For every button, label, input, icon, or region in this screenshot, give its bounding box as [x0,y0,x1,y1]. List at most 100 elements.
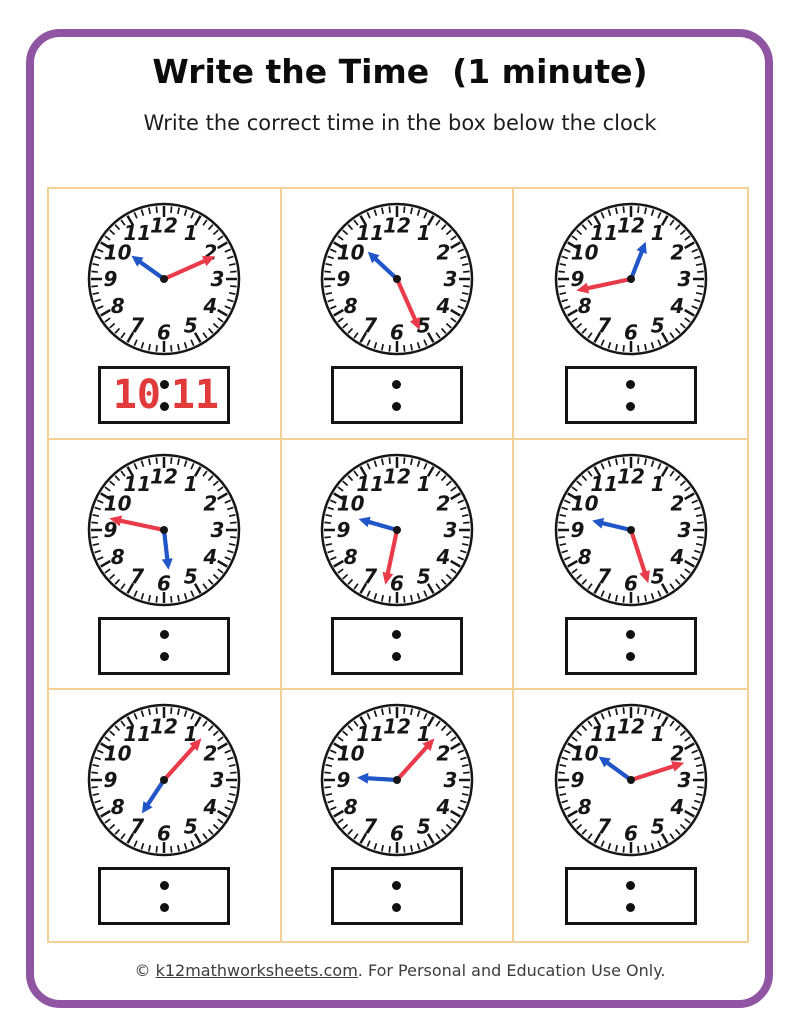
svg-text:5: 5 [650,564,664,588]
answer-hour-value: 10 [112,372,161,418]
svg-text:6: 6 [157,822,171,846]
svg-text:3: 3 [677,769,691,793]
svg-text:2: 2 [436,240,450,264]
svg-text:12: 12 [150,715,178,739]
svg-text:11: 11 [124,722,152,746]
svg-text:5: 5 [417,815,431,839]
answer-box[interactable] [98,867,231,926]
svg-text:6: 6 [390,321,404,345]
svg-text:1: 1 [417,221,431,245]
answer-box[interactable] [98,616,231,675]
svg-text:4: 4 [669,294,684,318]
svg-text:2: 2 [670,742,684,766]
svg-text:6: 6 [157,321,171,345]
clock-cell-row2-col2: 1 2 3 4 5 6 7 8 9 10 11 12 [281,439,515,691]
svg-text:3: 3 [444,769,458,793]
colon-dot [159,379,169,389]
answer-box[interactable] [330,366,463,424]
svg-text:4: 4 [435,294,450,318]
svg-text:2: 2 [204,491,218,515]
colon-dot [626,379,636,389]
svg-text:1: 1 [417,722,431,746]
answer-box[interactable] [564,867,697,926]
svg-text:7: 7 [363,815,377,839]
answer-box[interactable] [564,366,697,424]
svg-text:7: 7 [363,314,377,338]
analog-clock: 1 2 3 4 5 6 7 8 9 10 11 12 [83,198,245,360]
answer-box[interactable] [330,867,463,926]
svg-text:1: 1 [184,722,198,746]
svg-text:5: 5 [417,314,431,338]
svg-text:2: 2 [436,491,450,515]
svg-text:9: 9 [337,769,351,793]
colon-icon [624,880,637,912]
colon-dot [159,401,169,411]
svg-text:4: 4 [435,545,450,569]
colon-dot [159,902,169,912]
clock-cell-row3-col1: 1 2 3 4 5 6 7 8 9 10 11 12 [49,690,282,941]
svg-text:9: 9 [570,267,584,291]
svg-text:1: 1 [417,472,431,496]
svg-text:10: 10 [570,240,598,264]
svg-text:8: 8 [577,545,591,569]
svg-text:8: 8 [577,294,591,318]
svg-text:11: 11 [356,221,384,245]
svg-text:10: 10 [337,240,365,264]
svg-text:12: 12 [150,464,178,488]
clock-cell-row1-col3: 1 2 3 4 5 6 7 8 9 10 11 12 [514,189,747,440]
svg-text:6: 6 [157,571,171,595]
svg-text:10: 10 [104,240,132,264]
svg-text:7: 7 [597,815,611,839]
svg-text:3: 3 [211,518,225,542]
analog-clock: 1 2 3 4 5 6 7 8 9 10 11 12 [550,449,712,611]
svg-text:6: 6 [390,571,404,595]
svg-text:5: 5 [417,564,431,588]
svg-text:4: 4 [203,795,218,819]
colon-dot [626,401,636,411]
svg-text:8: 8 [344,545,358,569]
svg-text:7: 7 [597,564,611,588]
answer-box[interactable] [564,616,697,675]
svg-text:4: 4 [669,545,684,569]
svg-text:10: 10 [104,742,132,766]
svg-text:3: 3 [444,518,458,542]
copyright-text: © [134,961,156,980]
colon-dot [392,379,402,389]
svg-text:5: 5 [184,564,198,588]
svg-text:10: 10 [337,742,365,766]
colon-dot [392,630,402,640]
colon-icon [158,880,171,912]
svg-text:6: 6 [624,571,638,595]
svg-text:2: 2 [670,491,684,515]
page-title: Write the Time (1 minute) [152,52,648,91]
svg-text:8: 8 [344,795,358,819]
footer-link[interactable]: k12mathworksheets.com [155,961,358,980]
colon-dot [626,630,636,640]
svg-text:8: 8 [344,294,358,318]
clock-cell-row1-col2: 1 2 3 4 5 6 7 8 9 10 11 12 [281,189,515,440]
analog-clock: 1 2 3 4 5 6 7 8 9 10 11 12 [83,699,245,861]
svg-text:1: 1 [650,221,664,245]
svg-text:11: 11 [590,722,618,746]
answer-box[interactable]: 10 11 [98,366,231,424]
svg-text:5: 5 [184,815,198,839]
svg-text:8: 8 [577,795,591,819]
svg-text:7: 7 [131,314,145,338]
analog-clock: 1 2 3 4 5 6 7 8 9 10 11 12 [316,198,478,360]
clock-cell-row1-col1: 1 2 3 4 5 6 7 8 9 10 11 12 10 11 [49,189,282,440]
svg-text:2: 2 [670,240,684,264]
colon-dot [626,880,636,890]
colon-dot [392,880,402,890]
svg-text:11: 11 [590,472,618,496]
colon-dot [626,652,636,662]
answer-box[interactable] [330,616,463,675]
svg-text:1: 1 [650,722,664,746]
svg-text:4: 4 [669,795,684,819]
svg-text:4: 4 [203,294,218,318]
